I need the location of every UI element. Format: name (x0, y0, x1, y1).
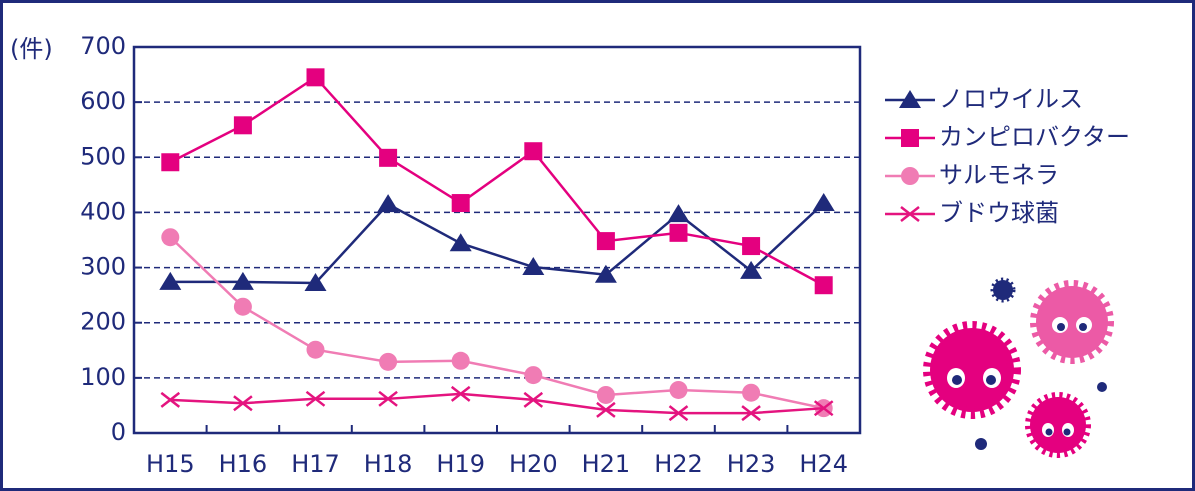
germ (930, 328, 1014, 412)
marker (742, 237, 760, 255)
marker (901, 129, 919, 147)
marker (524, 366, 542, 384)
y-tick-label: 400 (80, 197, 126, 225)
chart: (件) 0 100 200 300 400 500 600 700 H15 H16 H17 H18 H1… (0, 0, 1195, 491)
y-tick-label: 200 (80, 308, 126, 336)
legend-label: サルモネラ (939, 161, 1059, 189)
marker (524, 142, 542, 160)
y-tick-label: 0 (111, 418, 126, 446)
marker (670, 381, 688, 399)
x-tick-label: H22 (654, 450, 703, 478)
marker (901, 167, 919, 185)
marker (307, 68, 325, 86)
y-tick-label: 500 (80, 142, 126, 170)
marker (379, 353, 397, 371)
x-tick-label: H16 (219, 450, 268, 478)
marker (742, 384, 760, 402)
marker (161, 228, 179, 246)
y-tick-label: 700 (80, 32, 126, 60)
x-tick-label: H19 (436, 450, 485, 478)
marker (452, 194, 470, 212)
marker (234, 298, 252, 316)
x-tick-label: H18 (364, 450, 413, 478)
y-tick-label: 600 (80, 87, 126, 115)
germ (1097, 382, 1107, 392)
y-tick-label: 300 (80, 253, 126, 281)
x-tick-label: H15 (146, 450, 195, 478)
marker (670, 224, 688, 242)
germ (993, 280, 1013, 300)
legend-label: ノロウイルス (939, 85, 1083, 113)
x-tick-label: H23 (727, 450, 776, 478)
marker (379, 149, 397, 167)
x-tick-label: H17 (291, 450, 340, 478)
legend-label: カンピロバクター (939, 123, 1130, 151)
marker (234, 116, 252, 134)
y-tick-label: 100 (80, 363, 126, 391)
legend-label: ブドウ球菌 (939, 199, 1059, 227)
marker (597, 386, 615, 404)
germ (1030, 397, 1086, 453)
x-tick-label: H20 (509, 450, 558, 478)
marker (452, 352, 470, 370)
marker (307, 341, 325, 359)
marker (597, 232, 615, 250)
marker (815, 276, 833, 294)
germ (975, 438, 987, 450)
germ (1036, 286, 1108, 358)
x-tick-label: H24 (799, 450, 848, 478)
marker (161, 153, 179, 171)
x-tick-label: H21 (582, 450, 631, 478)
y-axis-label: (件) (10, 35, 53, 63)
